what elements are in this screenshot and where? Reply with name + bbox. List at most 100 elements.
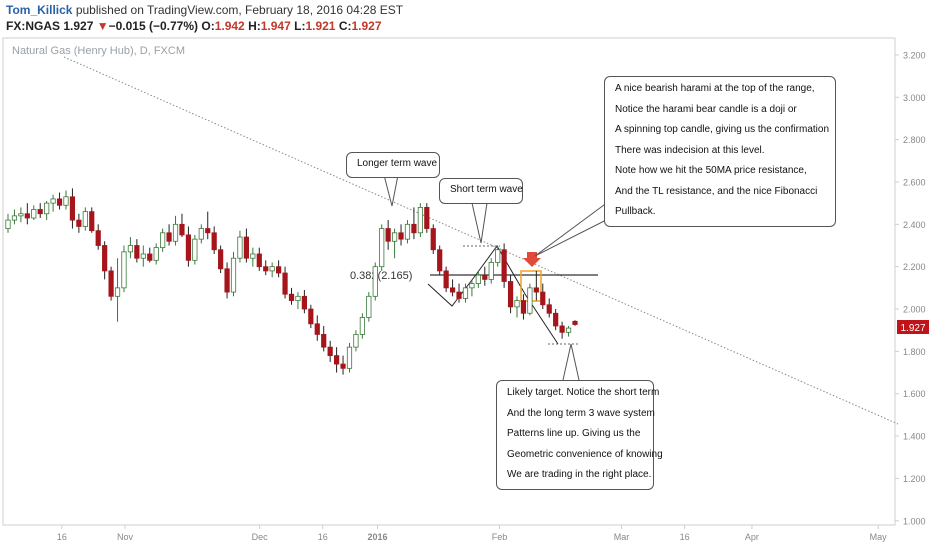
candle-down[interactable]	[572, 320, 578, 325]
candle-up[interactable]	[50, 198, 56, 204]
candle-up[interactable]	[346, 346, 353, 369]
candle-down[interactable]	[398, 232, 404, 240]
candle-up[interactable]	[18, 213, 24, 217]
candle-up[interactable]	[172, 223, 179, 242]
candle-down[interactable]	[37, 209, 43, 215]
candle-down[interactable]	[456, 291, 462, 299]
candle-up[interactable]	[514, 300, 520, 308]
candle-down[interactable]	[507, 281, 514, 308]
candle-up[interactable]	[250, 253, 256, 259]
candle-down[interactable]	[546, 304, 552, 314]
candles-group[interactable]	[5, 188, 578, 375]
candle-down[interactable]	[559, 325, 565, 333]
candle-down[interactable]	[443, 270, 449, 289]
short-wave-note[interactable]: Short term wave	[439, 178, 523, 204]
candle-down[interactable]	[263, 266, 269, 272]
candle-down[interactable]	[482, 274, 488, 280]
candle-down[interactable]	[134, 245, 140, 259]
candle-down[interactable]	[430, 228, 436, 251]
candle-down[interactable]	[301, 295, 307, 310]
candle-down[interactable]	[256, 253, 262, 268]
candle-down[interactable]	[314, 323, 320, 335]
candle-down[interactable]	[334, 355, 340, 365]
candle-down[interactable]	[553, 312, 559, 327]
candle-up[interactable]	[192, 238, 198, 261]
candle-down[interactable]	[424, 206, 430, 229]
candle-down[interactable]	[69, 196, 76, 221]
candle-down[interactable]	[205, 228, 211, 234]
candle-up[interactable]	[359, 317, 365, 335]
candle-up[interactable]	[269, 266, 275, 272]
candle-up[interactable]	[565, 327, 572, 333]
candle-up[interactable]	[160, 232, 166, 249]
candle-down[interactable]	[501, 249, 507, 282]
candle-up[interactable]	[11, 215, 18, 221]
candle-up[interactable]	[417, 206, 423, 234]
candle-up[interactable]	[237, 236, 243, 259]
candle-up[interactable]	[295, 295, 301, 301]
candle-up[interactable]	[404, 223, 411, 240]
candle-down[interactable]	[185, 234, 192, 261]
harami-note[interactable]: A nice bearish harami at the top of the …	[604, 76, 836, 227]
candle-down[interactable]	[147, 253, 153, 261]
candle-down[interactable]	[218, 249, 224, 270]
candle-up[interactable]	[475, 274, 481, 285]
author-link[interactable]: Tom_Killick	[6, 3, 73, 17]
candle-up[interactable]	[127, 245, 134, 253]
candle-down[interactable]	[437, 249, 443, 272]
candle-down[interactable]	[321, 334, 327, 348]
candle-down[interactable]	[327, 346, 333, 357]
target-note[interactable]: Likely target. Notice the short term And …	[496, 380, 663, 490]
candle-down[interactable]	[108, 270, 114, 297]
candle-up[interactable]	[82, 211, 88, 227]
candle-up[interactable]	[198, 228, 204, 240]
candle-up[interactable]	[495, 249, 501, 263]
candle-up[interactable]	[5, 219, 11, 229]
candle-down[interactable]	[449, 287, 456, 293]
candle-down[interactable]	[533, 287, 539, 293]
candle-down[interactable]	[76, 219, 82, 227]
candle-down[interactable]	[308, 308, 314, 325]
open-label: O:	[201, 19, 215, 33]
candle-down[interactable]	[89, 211, 95, 232]
candle-up[interactable]	[140, 253, 146, 259]
y-axis[interactable]: 3.200 3.000 2.800 2.600 2.400 2.200 2.000 1.800…	[895, 50, 926, 526]
harami-line: A spinning top candle, giving us the con…	[615, 124, 830, 135]
candle-up[interactable]	[153, 247, 159, 261]
candle-down[interactable]	[224, 268, 230, 293]
candle-down[interactable]	[520, 300, 527, 314]
candle-up[interactable]	[462, 287, 469, 299]
candle-down[interactable]	[340, 363, 346, 369]
candle-up[interactable]	[121, 251, 127, 289]
candle-down[interactable]	[282, 272, 288, 295]
candle-up[interactable]	[391, 232, 398, 242]
candle-down[interactable]	[24, 213, 30, 219]
candle-down[interactable]	[179, 223, 185, 236]
candle-up[interactable]	[44, 202, 50, 215]
candle-down[interactable]	[95, 230, 101, 246]
candle-up[interactable]	[372, 266, 378, 297]
candle-down[interactable]	[56, 198, 63, 206]
candle-up[interactable]	[230, 257, 237, 293]
candle-up[interactable]	[469, 283, 475, 289]
candle-down[interactable]	[411, 223, 417, 234]
x-axis[interactable]: 16 Nov Dec 16 2016 Feb Mar 16 Apr May	[57, 525, 887, 542]
candle-down[interactable]	[385, 228, 391, 242]
candle-up[interactable]	[366, 295, 372, 318]
candle-down[interactable]	[540, 291, 546, 306]
candle-up[interactable]	[31, 209, 37, 219]
candle-up[interactable]	[353, 334, 359, 348]
candle-down[interactable]	[276, 266, 282, 274]
candle-up[interactable]	[114, 287, 121, 297]
candle-up[interactable]	[527, 287, 533, 314]
candle-down[interactable]	[288, 293, 295, 301]
candle-up[interactable]	[63, 196, 69, 206]
candle-down[interactable]	[211, 232, 217, 251]
longer-wave-note[interactable]: Longer term wave	[346, 152, 440, 178]
candle-up[interactable]	[488, 262, 494, 280]
candle-up[interactable]	[379, 228, 385, 268]
candle-down[interactable]	[166, 232, 172, 242]
candle-down[interactable]	[243, 236, 249, 259]
open-value: 1.942	[214, 19, 245, 33]
candle-down[interactable]	[102, 245, 108, 272]
